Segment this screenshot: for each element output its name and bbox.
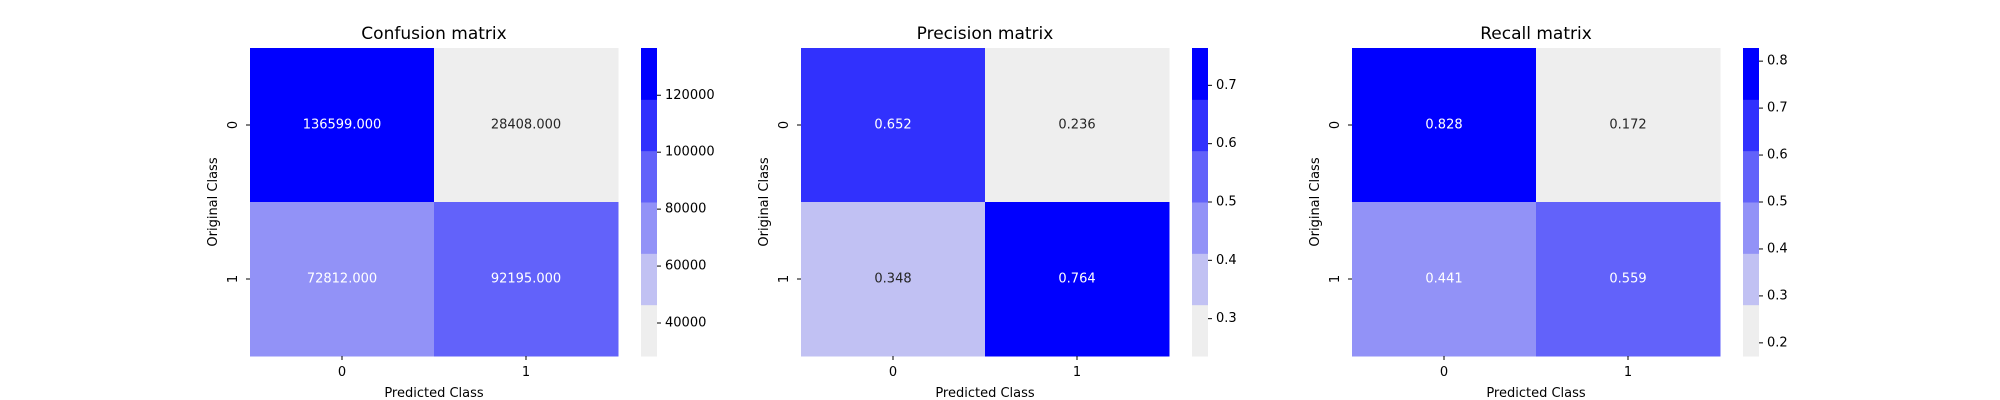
confusion-matrix-panel: 136599.000 28408.000 72812.000 92195.000 Con…: [206, 24, 715, 400]
colorbar-tick-label: 0.5: [1767, 195, 1788, 210]
colorbar-segment: [641, 304, 657, 357]
colorbar-segment: [641, 99, 657, 152]
colorbar-tick-label: 120000: [665, 88, 715, 103]
colorbar-segment: [641, 48, 657, 100]
colorbar-segment: [1192, 202, 1208, 254]
heatmap-cell: [1352, 48, 1537, 203]
cell-value-label: 136599.000: [303, 118, 382, 133]
x-tick-label: 0: [1440, 365, 1448, 380]
colorbar-segment: [1743, 202, 1759, 254]
colorbar-segment: [1743, 253, 1759, 306]
y-axis-label: Original Class: [1308, 157, 1323, 246]
colorbar-tick-label: 40000: [665, 315, 706, 330]
y-tick-label: 1: [777, 275, 792, 283]
x-axis-label: Predicted Class: [384, 386, 484, 400]
chart-title: Precision matrix: [917, 24, 1054, 44]
x-tick-label: 1: [1073, 365, 1081, 380]
heatmap-cell: [801, 202, 986, 357]
colorbar-tick-label: 80000: [665, 202, 706, 217]
cell-value-label: 72812.000: [307, 272, 377, 287]
colorbar-segment: [1192, 150, 1208, 203]
heatmap-cell: [434, 202, 619, 357]
chart-title: Recall matrix: [1480, 24, 1592, 44]
colorbar-segment: [1192, 253, 1208, 306]
colorbar-tick-label: 0.6: [1767, 148, 1788, 163]
x-tick-label: 1: [1624, 365, 1632, 380]
colorbar-segment: [1743, 48, 1759, 100]
colorbar-tick-label: 0.4: [1767, 241, 1788, 256]
colorbar-segment: [641, 150, 657, 203]
heatmap-cell: [985, 202, 1170, 357]
cell-value-label: 0.559: [1609, 272, 1646, 287]
cell-value-label: 0.652: [874, 118, 911, 133]
y-axis-label: Original Class: [757, 157, 772, 246]
cell-value-label: 0.828: [1425, 118, 1462, 133]
colorbar-tick-label: 0.2: [1767, 335, 1788, 350]
cell-value-label: 0.764: [1058, 272, 1095, 287]
colorbar-segment: [641, 202, 657, 254]
cell-value-label: 28408.000: [491, 118, 561, 133]
y-tick-label: 0: [777, 121, 792, 129]
cell-value-label: 0.441: [1425, 272, 1462, 287]
heatmap-cell: [250, 48, 435, 203]
y-tick-label: 1: [226, 275, 241, 283]
colorbar-tick-label: 0.6: [1216, 136, 1237, 151]
y-tick-label: 0: [226, 121, 241, 129]
colorbar-segment: [1192, 304, 1208, 357]
heatmap-cell: [1536, 48, 1721, 203]
x-tick-label: 0: [338, 365, 346, 380]
heatmap-cell: [250, 202, 435, 357]
precision-matrix-panel: 0.652 0.236 0.348 0.764 Precision matrix 0 1 Pr…: [757, 24, 1237, 400]
x-tick-label: 1: [522, 365, 530, 380]
heatmap-cell: [434, 48, 619, 203]
colorbar-segment: [641, 253, 657, 306]
colorbar-tick-label: 0.5: [1216, 195, 1237, 210]
colorbar-tick-label: 0.8: [1767, 54, 1788, 69]
colorbar-segment: [1192, 48, 1208, 100]
cell-value-label: 92195.000: [491, 272, 561, 287]
cell-value-label: 0.236: [1058, 118, 1095, 133]
colorbar-tick-label: 0.3: [1767, 288, 1788, 303]
heatmap-cell: [801, 48, 986, 203]
colorbar-segment: [1192, 99, 1208, 152]
colorbar-tick-label: 0.3: [1216, 311, 1237, 326]
colorbar-tick-label: 100000: [665, 145, 715, 160]
recall-matrix-panel: 0.828 0.172 0.441 0.559 Recall matrix 0 1 Predi…: [1308, 24, 1788, 400]
colorbar-segment: [1743, 304, 1759, 357]
x-tick-label: 0: [889, 365, 897, 380]
colorbar-segment: [1743, 150, 1759, 203]
y-axis-label: Original Class: [206, 157, 221, 246]
heatmap-cell: [985, 48, 1170, 203]
colorbar-tick-label: 60000: [665, 259, 706, 274]
y-tick-label: 1: [1328, 275, 1343, 283]
x-axis-label: Predicted Class: [935, 386, 1035, 400]
heatmap-cell: [1536, 202, 1721, 357]
cell-value-label: 0.348: [874, 272, 911, 287]
colorbar-segment: [1743, 99, 1759, 152]
colorbar-tick-label: 0.4: [1216, 253, 1237, 268]
heatmap-cell: [1352, 202, 1537, 357]
cell-value-label: 0.172: [1609, 118, 1646, 133]
x-axis-label: Predicted Class: [1486, 386, 1586, 400]
colorbar-tick-label: 0.7: [1767, 101, 1788, 116]
chart-title: Confusion matrix: [361, 24, 506, 44]
y-tick-label: 0: [1328, 121, 1343, 129]
colorbar-tick-label: 0.7: [1216, 78, 1237, 93]
